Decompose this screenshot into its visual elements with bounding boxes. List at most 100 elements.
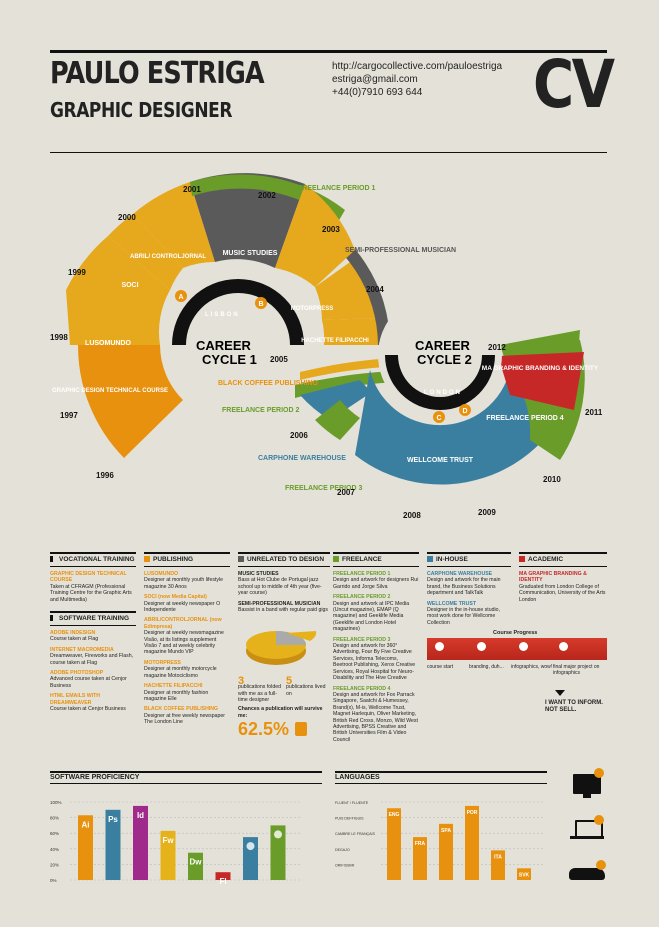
cycle2-wedges xyxy=(300,330,585,485)
stage-label: branding, duh... xyxy=(469,664,504,670)
wedge-motorpress-upper xyxy=(275,184,355,287)
list-item: WELLCOME TRUST Designer in the in-house s… xyxy=(427,600,500,626)
bar xyxy=(465,805,479,880)
bar xyxy=(517,868,531,880)
stage-label: final major project on infographics xyxy=(553,664,600,676)
year-label: 1996 xyxy=(96,471,114,480)
phone-number: +44(0)7910 693 644 xyxy=(332,87,423,98)
list-item: FREELANCE PERIOD 2 Design and artwork at … xyxy=(333,594,410,633)
check-icon xyxy=(594,815,604,825)
monitor-stand-icon xyxy=(583,794,591,798)
website-link[interactable]: http://cargocollective.com/pauloestriga xyxy=(332,61,503,72)
label-freelance-1: FREELANCE PERIOD 1 xyxy=(298,185,376,192)
academic-column: ACADEMIC MA GRAPHIC BRANDING & IDENTITY G… xyxy=(519,552,607,607)
year-label: 2008 xyxy=(403,511,421,520)
list-item: GRAPHIC DESIGN TECHNICAL COURSE Taken at … xyxy=(50,571,132,603)
face-icon xyxy=(519,642,528,651)
year-label: 1998 xyxy=(50,333,68,342)
check-icon xyxy=(596,860,606,870)
label-lusomundo: LUSOMUNDO xyxy=(85,340,131,347)
label-freelance-3: FREELANCE PERIOD 3 xyxy=(285,485,363,492)
stat-folded-number: 3 xyxy=(238,674,245,687)
freelance-column: FREELANCE FREELANCE PERIOD 1 Design and a… xyxy=(333,552,419,747)
bar-label: ITA xyxy=(494,854,502,860)
wedge-ma-branding xyxy=(498,352,584,410)
wedge-abril xyxy=(133,182,215,268)
bar-label: SPA xyxy=(441,828,451,834)
label-black-coffee: BLACK COFFEE PUBLISHING xyxy=(218,380,319,387)
label-graphic-design: GRAPHIC DESIGN TECHNICAL COURSE xyxy=(52,388,168,394)
bar-label: Ps xyxy=(108,815,118,824)
academic-heading: ACADEMIC xyxy=(519,552,607,567)
bar xyxy=(387,808,401,880)
bar-label: FRA xyxy=(415,841,426,847)
list-item: HACHETTE FILIPACCHI Designer at monthly f… xyxy=(144,683,209,702)
label-music-studies: MUSIC STUDIES xyxy=(223,250,278,257)
label-semi-pro: SEMI-PROFESSIONAL MUSICIAN xyxy=(345,247,456,254)
y-tick-label: 80% xyxy=(50,816,59,821)
year-label: 2012 xyxy=(488,343,506,352)
unrelated-heading: UNRELATED TO DESIGN xyxy=(238,552,330,567)
laptop-base-icon xyxy=(570,836,604,839)
face-icon xyxy=(435,642,444,651)
year-label: 2006 xyxy=(290,431,308,440)
note-icon xyxy=(238,556,244,562)
publishing-heading: PUBLISHING xyxy=(144,552,230,567)
bar-label: POR xyxy=(467,810,478,816)
bar xyxy=(413,837,427,880)
software-chart: 100% 80% 60% 40% 20% 0% Ai Ps Id Fw Dw Fl xyxy=(50,800,300,886)
badge-a: A xyxy=(178,294,183,301)
cv-label: CV xyxy=(533,46,615,123)
year-label: 2000 xyxy=(118,213,136,222)
year-label: 2011 xyxy=(585,408,603,417)
year-label: 1997 xyxy=(60,411,78,420)
y-level-label: DEGAJO xyxy=(335,848,350,852)
y-tick-label: 100% xyxy=(50,800,62,805)
cycle2-title-b: CYCLE 2 xyxy=(417,352,472,367)
wedge-freelance-3 xyxy=(315,400,360,440)
thumbs-up-icon xyxy=(295,722,308,737)
pointer-icon xyxy=(555,690,565,696)
check-icon xyxy=(594,768,604,778)
cycle2-ring xyxy=(385,355,495,410)
wedge-carphone xyxy=(300,380,372,420)
bar xyxy=(270,825,286,880)
label-wellcome: WELLCOME TRUST xyxy=(407,457,474,464)
person-name: PAULO ESTRIGA xyxy=(50,56,265,91)
list-item: LUSOMUNDO Designer at monthly youth lifes… xyxy=(144,571,224,590)
email-link[interactable]: estriga@gmail.com xyxy=(332,74,418,85)
bar xyxy=(188,852,203,880)
bar xyxy=(243,837,258,880)
year-label: 2010 xyxy=(543,475,561,484)
label-ma-branding: MA GRAPHIC BRANDING & IDENTITY xyxy=(482,365,599,372)
wedge-soci xyxy=(108,214,183,290)
wedge-wellcome xyxy=(355,370,575,485)
list-item: HTML EMAILS WITH DREAMWEAVER Course taken… xyxy=(50,693,126,713)
bar xyxy=(215,872,231,880)
vocational-icon xyxy=(50,556,59,562)
survival-stats: 3 publications folded with me as a full-t… xyxy=(238,674,330,704)
label-freelance-4: FREELANCE PERIOD 4 xyxy=(486,415,564,422)
quote-text: I WANT TO INFORM. NOT SELL. xyxy=(545,700,603,713)
y-tick-label: 60% xyxy=(50,831,59,836)
wedge-lusomundo xyxy=(66,236,170,345)
vocational-heading: VOCATIONAL TRAINING xyxy=(50,552,136,567)
wedge-graphic-design-course xyxy=(77,345,183,458)
publishing-column: PUBLISHING LUSOMUNDO Designer at monthly … xyxy=(144,552,230,730)
bar-logo xyxy=(274,830,282,839)
year-label: 2005 xyxy=(270,355,288,364)
stage-label: course start xyxy=(427,664,454,670)
wedge-music-studies xyxy=(190,173,305,268)
bar-label: Fl xyxy=(219,877,226,886)
inhouse-heading: IN-HOUSE xyxy=(427,552,511,567)
vocational-column: VOCATIONAL TRAINING GRAPHIC DESIGN TECHN… xyxy=(50,552,136,717)
y-level-label: CAMBRE LE FRANÇAIS xyxy=(335,832,376,836)
unrelated-column: UNRELATED TO DESIGN MUSIC STUDIES Bass at… xyxy=(238,552,330,739)
badge-c: C xyxy=(436,415,441,422)
bar xyxy=(133,805,148,880)
cycle1-title-a: CAREER xyxy=(196,338,252,353)
list-item: INTERNET MACROMEDIA Dreamweaver, Firework… xyxy=(50,646,134,666)
software-chart-title: SOFTWARE PROFICIENCY xyxy=(50,771,322,784)
list-item: BLACK COFFEE PUBLISHING Designer at free … xyxy=(144,706,226,726)
software-training-icon xyxy=(50,615,59,622)
